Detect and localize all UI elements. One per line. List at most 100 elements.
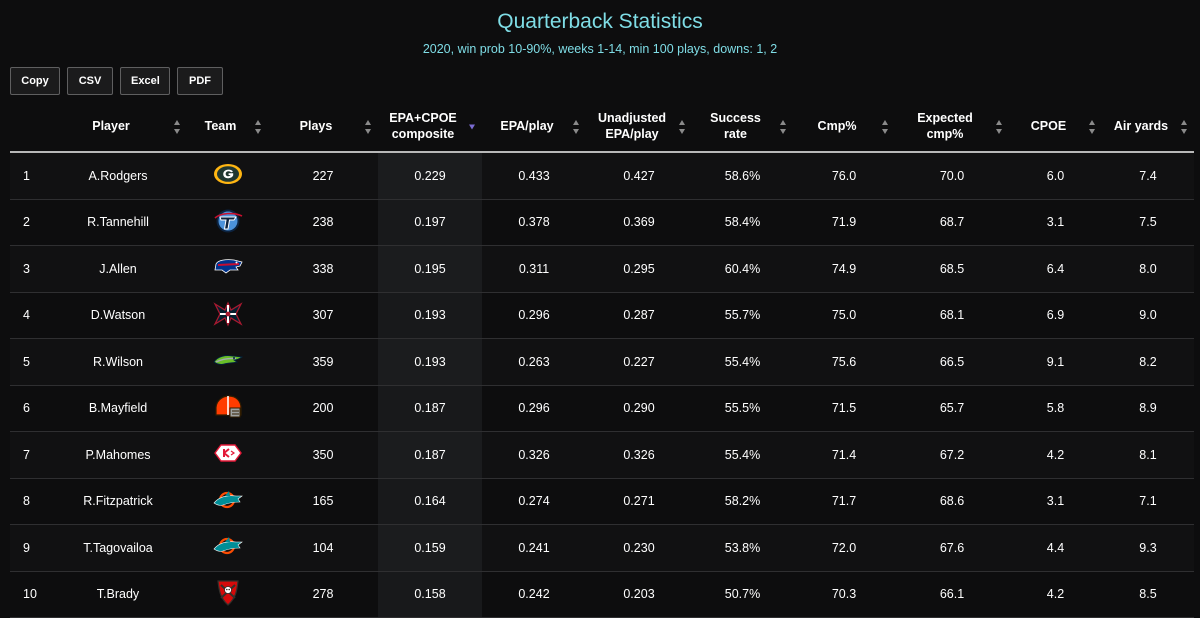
table-row: 6 B.Mayfield 200 0.187 0.296 0.290 55.5% 71.5 65… (10, 385, 1194, 432)
header-air-yards[interactable]: Air yards (1102, 103, 1194, 153)
cell-composite: 0.159 (378, 524, 482, 572)
cell-team (187, 571, 268, 618)
cell-rank: 3 (10, 245, 49, 293)
header-composite[interactable]: EPA+CPOE composite (378, 103, 482, 153)
cell-plays: 338 (268, 245, 378, 293)
header-cmp[interactable]: Cmp% (793, 103, 895, 153)
browns-logo (212, 393, 244, 424)
cell-success: 58.6% (692, 152, 793, 200)
header-cpoe[interactable]: CPOE (1009, 103, 1102, 153)
cell-composite: 0.158 (378, 571, 482, 618)
cell-success: 55.4% (692, 431, 793, 479)
cell-player: R.Tannehill (49, 199, 187, 246)
sort-icon (996, 120, 1003, 134)
header-unadjusted-line1: Unadjusted (597, 111, 667, 125)
cell-air: 7.5 (1102, 199, 1194, 246)
qb-stats-table: Player Team Plays EPA+CPOE composite EPA/… (10, 103, 1194, 618)
cell-player: R.Wilson (49, 338, 187, 386)
table-row: 10 T.Brady 278 0.158 0.242 0.203 50.7% 70.3 66.1… (10, 571, 1194, 618)
table-row: 4 D.Watson 307 0.193 0.296 0.287 55.7% 75.0 68.1… (10, 292, 1194, 339)
cell-player: R.Fitzpatrick (49, 478, 187, 525)
table-row: 1 A.Rodgers 227 0.229 0.433 0.427 58.6% 76.0 70.… (10, 152, 1194, 200)
table-row: 9 T.Tagovailoa 104 0.159 0.241 0.230 53.8% 72.0… (10, 524, 1194, 572)
cell-air: 7.4 (1102, 152, 1194, 200)
cell-player: T.Brady (49, 571, 187, 618)
cell-rank: 7 (10, 431, 49, 479)
header-cmp-label: Cmp% (817, 119, 857, 133)
table-row: 7 P.Mahomes 350 0.187 0.326 0.326 55.4% 71.4 67.… (10, 431, 1194, 479)
header-player[interactable]: Player (49, 103, 187, 153)
export-toolbar: Copy CSV Excel PDF (10, 67, 223, 95)
bills-logo (212, 256, 244, 281)
header-team[interactable]: Team (187, 103, 268, 153)
cell-unadj: 0.227 (586, 338, 692, 386)
cell-exp: 66.1 (895, 571, 1009, 618)
header-unadjusted-epa[interactable]: Unadjusted EPA/play (586, 103, 692, 153)
packers-logo (213, 163, 243, 188)
copy-button[interactable]: Copy (10, 67, 60, 95)
table-header-row: Player Team Plays EPA+CPOE composite EPA/… (10, 103, 1194, 153)
table-row: 3 J.Allen 338 0.195 0.311 0.295 60.4% 74.9 68.5 6… (10, 245, 1194, 293)
header-success-line1: Success (710, 111, 761, 125)
cell-success: 60.4% (692, 245, 793, 293)
excel-button[interactable]: Excel (120, 67, 170, 95)
header-success-rate[interactable]: Success rate (692, 103, 793, 153)
page-title: Quarterback Statistics (497, 10, 703, 33)
header-unadjusted-line2: EPA/play (605, 127, 659, 141)
cell-composite: 0.193 (378, 338, 482, 386)
header-plays[interactable]: Plays (268, 103, 378, 153)
header-composite-line2: composite (391, 127, 455, 141)
header-epa-play-label: EPA/play (500, 119, 554, 133)
pdf-button[interactable]: PDF (177, 67, 223, 95)
cell-epa: 0.274 (482, 478, 586, 525)
cell-success: 50.7% (692, 571, 793, 618)
cell-composite: 0.187 (378, 431, 482, 479)
cell-rank: 1 (10, 152, 49, 200)
cell-cpoe: 4.4 (1009, 524, 1102, 572)
cell-epa: 0.242 (482, 571, 586, 618)
cell-player: A.Rodgers (49, 152, 187, 200)
cell-exp: 68.6 (895, 478, 1009, 525)
cell-unadj: 0.271 (586, 478, 692, 525)
cell-team (187, 245, 268, 293)
cell-cpoe: 3.1 (1009, 199, 1102, 246)
cell-cpoe: 4.2 (1009, 571, 1102, 618)
cell-team (187, 431, 268, 479)
cell-plays: 359 (268, 338, 378, 386)
cell-cpoe: 6.0 (1009, 152, 1102, 200)
cell-rank: 4 (10, 292, 49, 339)
cell-team (187, 292, 268, 339)
sort-icon (573, 120, 580, 134)
cell-unadj: 0.290 (586, 385, 692, 432)
texans-logo (212, 300, 244, 331)
header-expected-cmp[interactable]: Expected cmp% (895, 103, 1009, 153)
cell-composite: 0.195 (378, 245, 482, 293)
cell-composite: 0.193 (378, 292, 482, 339)
cell-cpoe: 3.1 (1009, 478, 1102, 525)
cell-player: T.Tagovailoa (49, 524, 187, 572)
cell-exp: 66.5 (895, 338, 1009, 386)
chiefs-logo (212, 441, 244, 468)
cell-epa: 0.326 (482, 431, 586, 479)
cell-cmp: 74.9 (793, 245, 895, 293)
cell-air: 9.3 (1102, 524, 1194, 572)
cell-epa: 0.296 (482, 292, 586, 339)
cell-rank: 6 (10, 385, 49, 432)
page-header: Quarterback Statistics 2020, win prob 10… (0, 0, 1200, 56)
cell-cmp: 71.5 (793, 385, 895, 432)
cell-unadj: 0.369 (586, 199, 692, 246)
cell-plays: 307 (268, 292, 378, 339)
cell-composite: 0.187 (378, 385, 482, 432)
csv-button[interactable]: CSV (67, 67, 113, 95)
header-epa-play[interactable]: EPA/play (482, 103, 586, 153)
header-expected-line1: Expected (917, 111, 973, 125)
sort-descending-icon (469, 124, 476, 130)
table-row: 2 R.Tannehill 238 0.197 0.378 0.369 58.4% 71.9 6… (10, 199, 1194, 246)
cell-plays: 227 (268, 152, 378, 200)
cell-composite: 0.164 (378, 478, 482, 525)
table-body: 1 A.Rodgers 227 0.229 0.433 0.427 58.6% 76.0 70.… (10, 152, 1194, 618)
sort-icon (174, 120, 181, 134)
cell-plays: 200 (268, 385, 378, 432)
header-player-label: Player (92, 119, 130, 133)
header-plays-label: Plays (299, 119, 333, 133)
